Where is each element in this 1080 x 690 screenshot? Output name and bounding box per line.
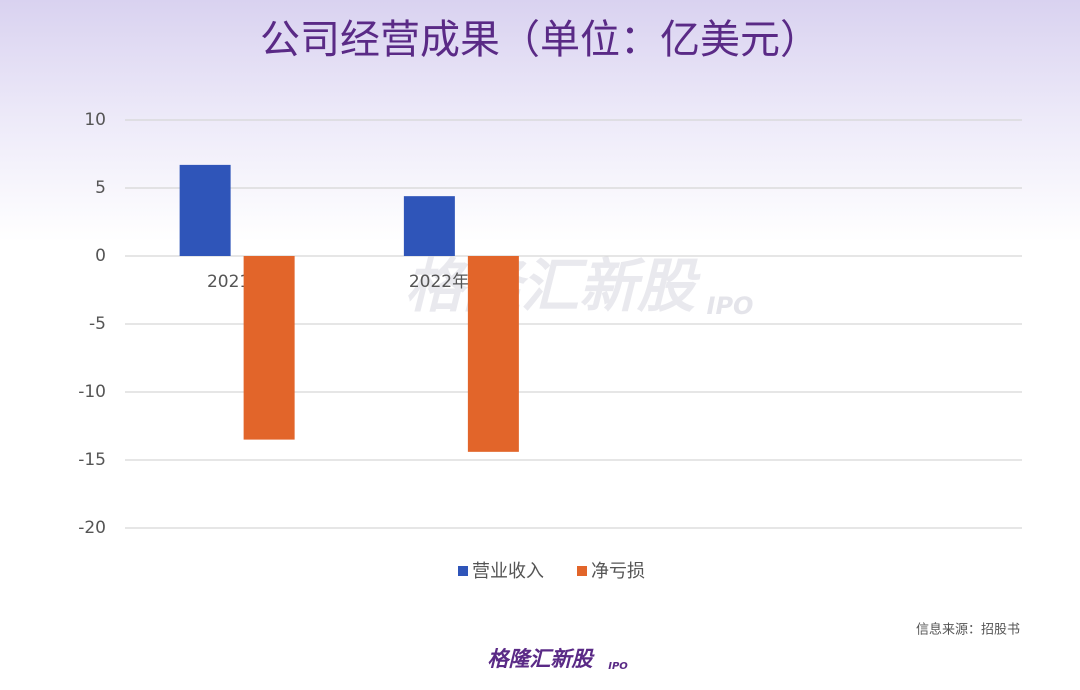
source-note: 信息来源：招股书 (916, 622, 1020, 638)
legend-swatch (577, 566, 587, 576)
y-tick-label: -5 (89, 314, 106, 334)
bar (403, 196, 455, 256)
bar (179, 164, 231, 256)
footer-brand: 格隆汇新股 (488, 647, 596, 671)
y-tick-label: -20 (78, 518, 106, 538)
watermark: 格隆汇新股 (405, 252, 701, 320)
legend-label: 净亏损 (591, 561, 645, 582)
bar (467, 256, 519, 452)
watermark-badge: IPO (707, 292, 754, 320)
y-tick-label: 5 (95, 178, 106, 198)
footer-badge: IPO (608, 661, 628, 672)
y-tick-label: 10 (84, 110, 106, 130)
chart-title: 公司经营成果（单位：亿美元） (260, 17, 820, 63)
legend-label: 营业收入 (472, 561, 544, 582)
y-tick-label: -10 (78, 382, 106, 402)
legend-swatch (458, 566, 468, 576)
y-tick-label: 0 (95, 246, 106, 266)
y-tick-label: -15 (78, 450, 106, 470)
bar (243, 256, 295, 440)
